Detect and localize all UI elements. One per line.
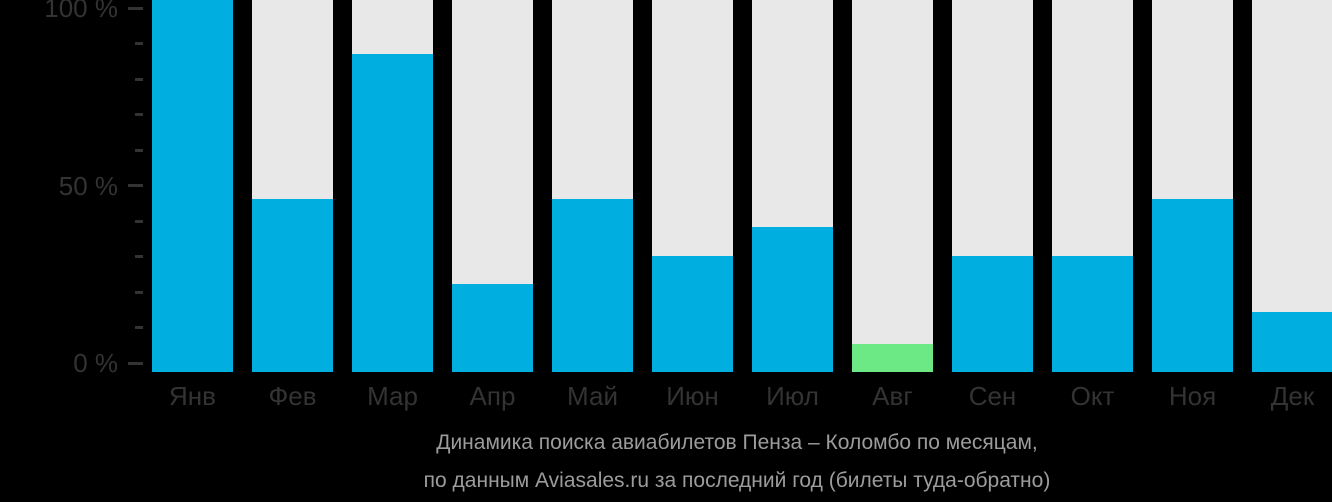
bar-track <box>1252 0 1332 372</box>
x-axis-label-янв: Янв <box>169 381 216 411</box>
y-axis-minor-tick <box>135 220 143 223</box>
y-axis-label-50: 50 % <box>58 171 118 201</box>
bar-track <box>852 0 933 372</box>
bar-column-авг: Авг <box>852 0 933 410</box>
bar-fill <box>352 54 433 372</box>
bar-column-июн: Июн <box>652 0 733 410</box>
bar-column-фев: Фев <box>252 0 333 410</box>
bar-track <box>1052 0 1133 372</box>
y-axis-major-tick <box>128 184 143 187</box>
bar-track <box>352 0 433 372</box>
x-axis-label-апр: Апр <box>469 381 516 411</box>
bar-fill-highlight <box>852 344 933 372</box>
bar-fill <box>552 199 633 372</box>
y-axis-minor-tick <box>135 78 143 81</box>
bar-column-сен: Сен <box>952 0 1033 410</box>
bar-track <box>652 0 733 372</box>
bar-fill <box>252 199 333 372</box>
y-axis-major-tick <box>128 7 143 10</box>
x-axis-label-июл: Июл <box>766 381 819 411</box>
bar-fill <box>1152 199 1233 372</box>
bar-fill <box>952 256 1033 372</box>
bar-fill <box>452 284 533 372</box>
bar-fill <box>152 0 233 372</box>
y-axis-label-0: 0 % <box>73 348 118 378</box>
chart-caption-line2: по данным Aviasales.ru за последний год … <box>423 469 1051 492</box>
y-axis-minor-tick <box>135 326 143 329</box>
y-axis-minor-tick <box>135 291 143 294</box>
y-axis-minor-tick <box>135 255 143 258</box>
chart-caption: Динамика поиска авиабилетов Пенза – Коло… <box>142 424 1332 500</box>
bars-area: Янв Фев Мар Апр Май Июн Июл Авг Сен Окт Ноя Дек <box>152 0 1332 410</box>
bar-column-май: Май <box>552 0 633 410</box>
y-axis-minor-tick <box>135 113 143 116</box>
y-axis-major-tick <box>128 362 143 365</box>
bar-track <box>1152 0 1233 372</box>
bar-track <box>952 0 1033 372</box>
bar-fill <box>752 227 833 372</box>
bar-fill <box>652 256 733 372</box>
bar-column-янв: Янв <box>152 0 233 410</box>
x-axis-label-авг: Авг <box>872 381 913 411</box>
bar-fill <box>1252 312 1332 372</box>
bar-track <box>252 0 333 372</box>
y-axis-label-100: 100 % <box>44 0 118 23</box>
x-axis-label-дек: Дек <box>1270 381 1315 411</box>
bar-column-июл: Июл <box>752 0 833 410</box>
y-axis-minor-tick <box>135 42 143 45</box>
chart-caption-line1: Динамика поиска авиабилетов Пенза – Коло… <box>436 431 1038 454</box>
x-axis-label-июн: Июн <box>666 381 719 411</box>
y-axis: 100 % 50 % 0 % <box>0 0 152 378</box>
x-axis-label-фев: Фев <box>268 381 317 411</box>
bar-track <box>452 0 533 372</box>
x-axis-label-окт: Окт <box>1070 381 1115 411</box>
bar-column-окт: Окт <box>1052 0 1133 410</box>
bar-column-мар: Мар <box>352 0 433 410</box>
x-axis-label-май: Май <box>567 381 618 411</box>
bar-fill <box>1052 256 1133 372</box>
bar-column-ноя: Ноя <box>1152 0 1233 410</box>
bar-track <box>152 0 233 372</box>
bar-column-апр: Апр <box>452 0 533 410</box>
x-axis-label-ноя: Ноя <box>1168 381 1217 411</box>
bar-track <box>752 0 833 372</box>
bar-track <box>552 0 633 372</box>
y-axis-minor-tick <box>135 149 143 152</box>
bar-column-дек: Дек <box>1252 0 1332 410</box>
x-axis-label-мар: Мар <box>367 381 418 411</box>
x-axis-label-сен: Сен <box>968 381 1017 411</box>
